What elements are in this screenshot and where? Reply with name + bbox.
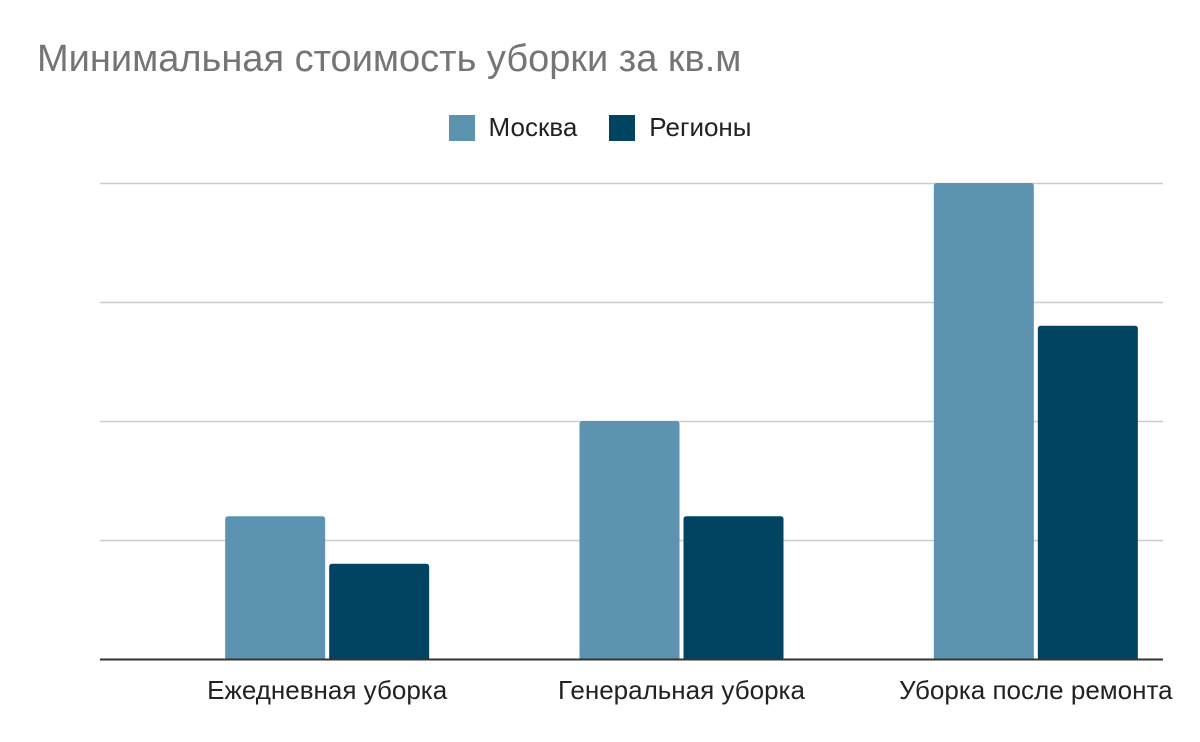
legend-swatch-moscow	[448, 114, 475, 141]
legend-label-moscow: Москва	[488, 112, 578, 142]
chart-title: Минимальная стоимость уборки за кв.м	[37, 38, 742, 80]
bar-moscow-1	[225, 516, 326, 659]
bar-regions-1	[329, 563, 430, 659]
bar-moscow-3	[933, 183, 1034, 659]
bar-regions-3	[1037, 325, 1138, 659]
legend-label-regions: Регионы	[649, 112, 752, 142]
x-tick-label: Ежедневная уборка	[207, 675, 448, 705]
bar-regions-2	[683, 516, 784, 659]
legend: Москва Регионы	[0, 112, 1200, 143]
legend-swatch-regions	[609, 114, 636, 141]
legend-item-moscow: Москва	[448, 112, 578, 143]
legend-item-regions: Регионы	[609, 112, 751, 143]
x-tick-label: Генеральная уборка	[558, 675, 805, 705]
x-tick-label: Уборка после ремонта	[899, 675, 1173, 705]
bar-moscow-2	[579, 421, 680, 659]
